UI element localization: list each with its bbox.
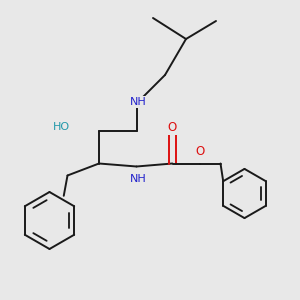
Text: HO: HO <box>53 122 70 133</box>
Text: NH: NH <box>130 97 146 107</box>
Text: O: O <box>168 121 177 134</box>
Text: O: O <box>195 145 204 158</box>
Text: NH: NH <box>130 173 146 184</box>
